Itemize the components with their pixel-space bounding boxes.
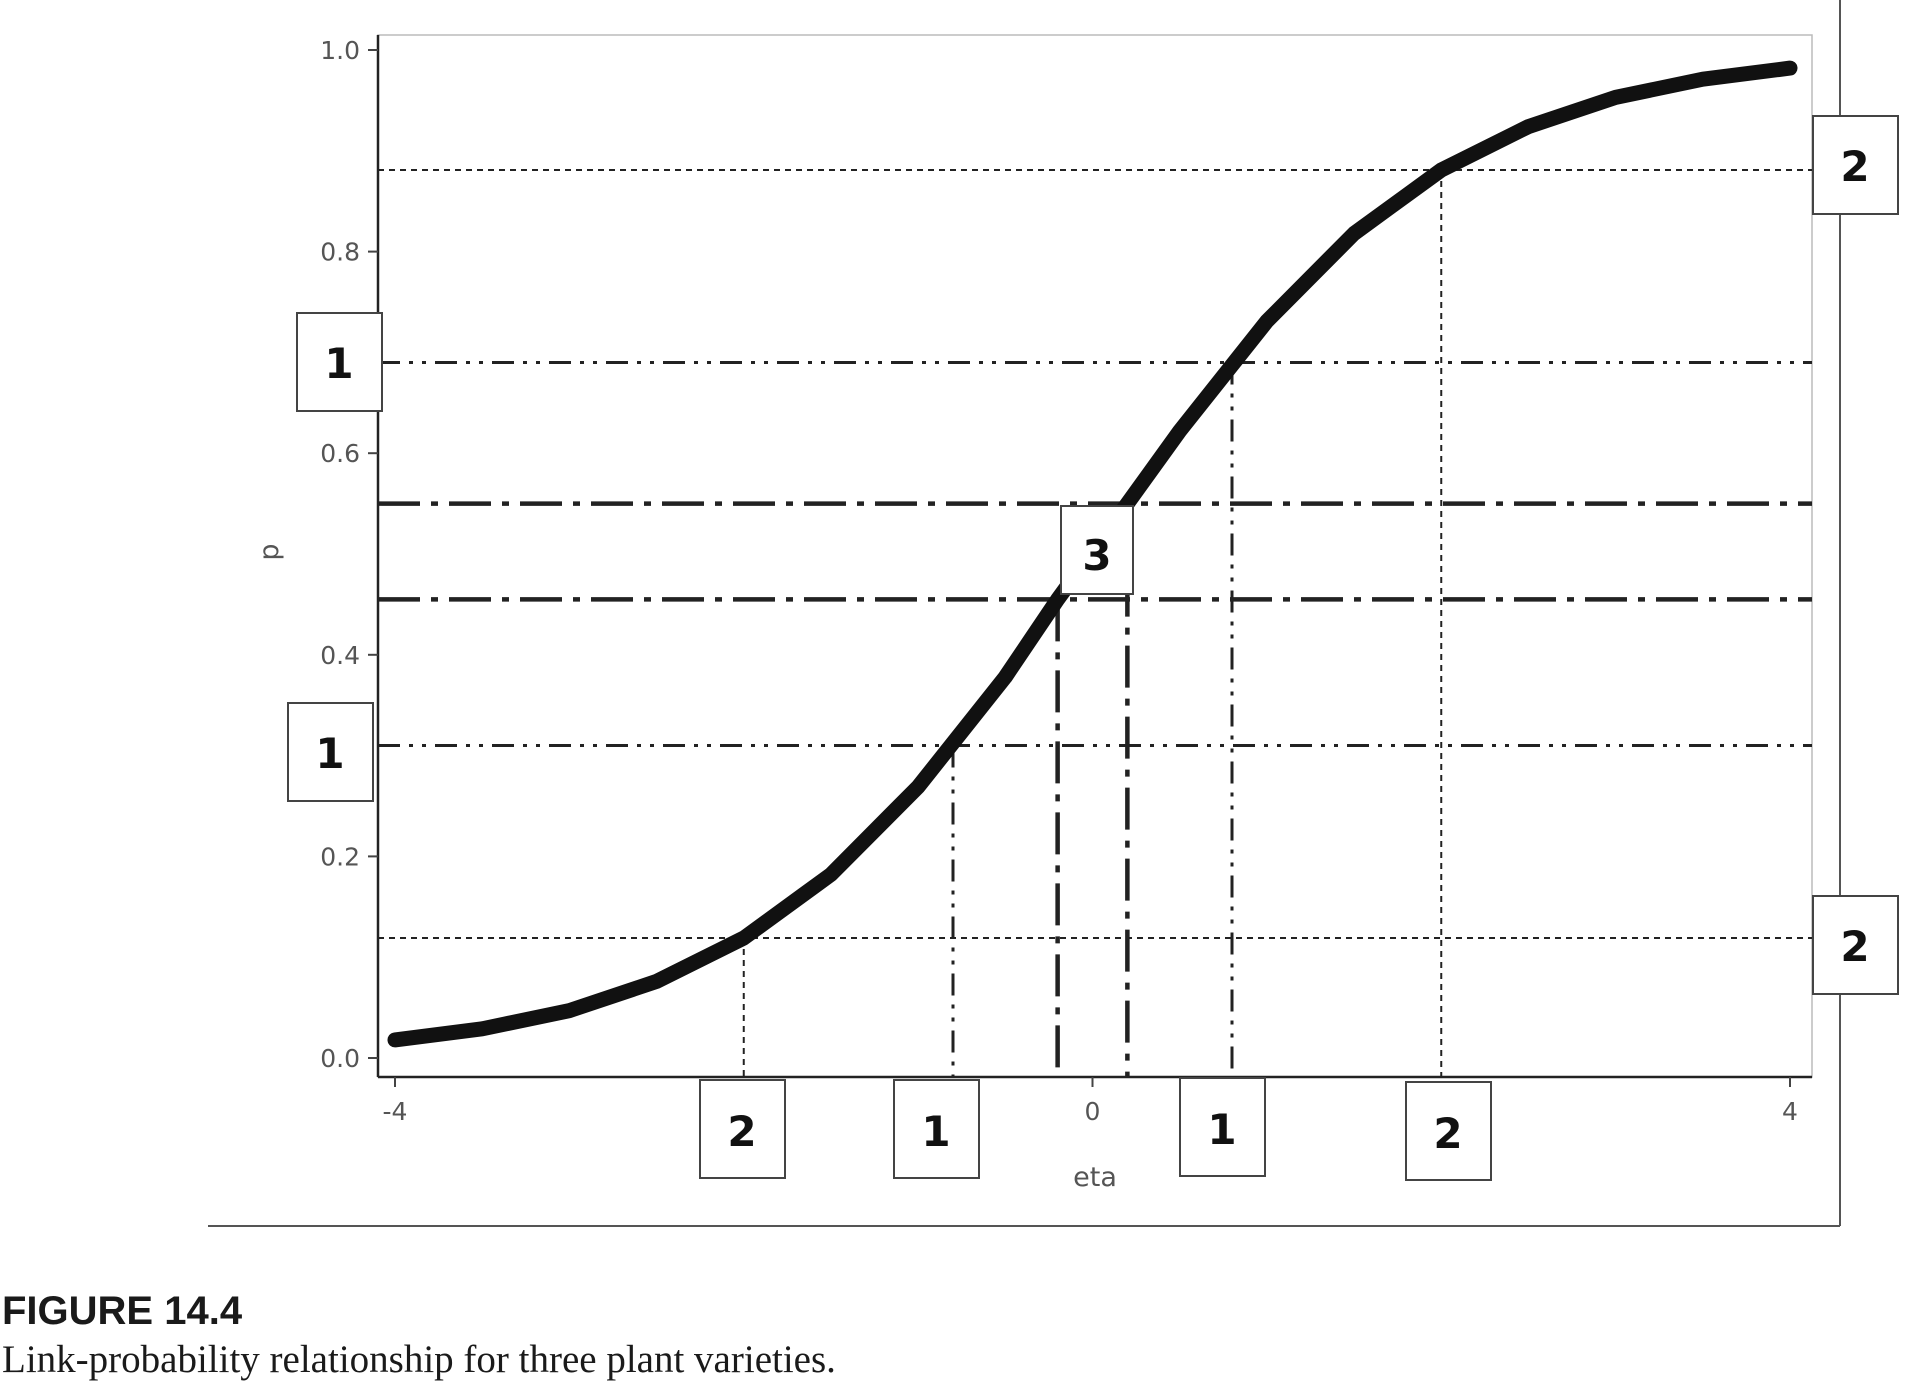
variety-box-left-2: 1 [287, 702, 374, 802]
y-tick-label: 0.4 [320, 641, 360, 670]
y-tick-label: 0.6 [320, 439, 360, 468]
variety-box-x-2-label: 1 [921, 1107, 950, 1156]
y-tick-label: 0.2 [320, 842, 360, 871]
variety-box-x-2: 1 [893, 1079, 980, 1179]
variety-box-center-3-label: 3 [1082, 531, 1111, 580]
variety-box-left-2-label: 1 [315, 729, 344, 778]
y-axis-ticks: 0.0 0.2 0.4 0.6 0.8 1.0 [320, 36, 378, 1073]
variety-box-x-3-label: 1 [1207, 1105, 1236, 1154]
x-tick-label: 4 [1782, 1097, 1798, 1126]
y-tick-label: 0.0 [320, 1044, 360, 1073]
x-axis-ticks: -4 0 4 [383, 1077, 1798, 1126]
x-tick-label: -4 [383, 1097, 408, 1126]
variety-box-x-4: 2 [1405, 1081, 1492, 1181]
x-tick-label: 0 [1085, 1097, 1101, 1126]
figure-number: FIGURE 14.4 [2, 1289, 243, 1333]
variety-box-x-1: 2 [699, 1079, 786, 1179]
y-axis-label: p [254, 543, 285, 560]
variety-box-x-3: 1 [1179, 1077, 1266, 1177]
variety-box-right-2-label: 2 [1840, 922, 1869, 971]
variety-box-left-1-label: 1 [324, 339, 353, 388]
figure-caption-block: FIGURE 14.4 Link-probability relationshi… [2, 1288, 1882, 1385]
variety-box-left-1: 1 [296, 312, 383, 412]
reference-lines [378, 168, 1812, 1077]
variety-box-x-4-label: 2 [1433, 1109, 1462, 1158]
variety-box-right-1: 2 [1812, 115, 1899, 215]
figure-caption: Link-probability relationship for three … [2, 1338, 836, 1381]
chart: 0.00.20.40.60.81.0 -4 0 4 eta p 2 1 1 2 1 … [208, 0, 1899, 1227]
variety-box-center-3: 3 [1060, 505, 1134, 595]
variety-box-x-1-label: 2 [727, 1107, 756, 1156]
y-tick-label: 1.0 [320, 36, 360, 65]
variety-box-right-2: 2 [1812, 895, 1899, 995]
variety-box-right-1-label: 2 [1840, 142, 1869, 191]
x-axis-label: eta [1073, 1162, 1117, 1193]
y-tick-label: 0.8 [320, 238, 360, 267]
